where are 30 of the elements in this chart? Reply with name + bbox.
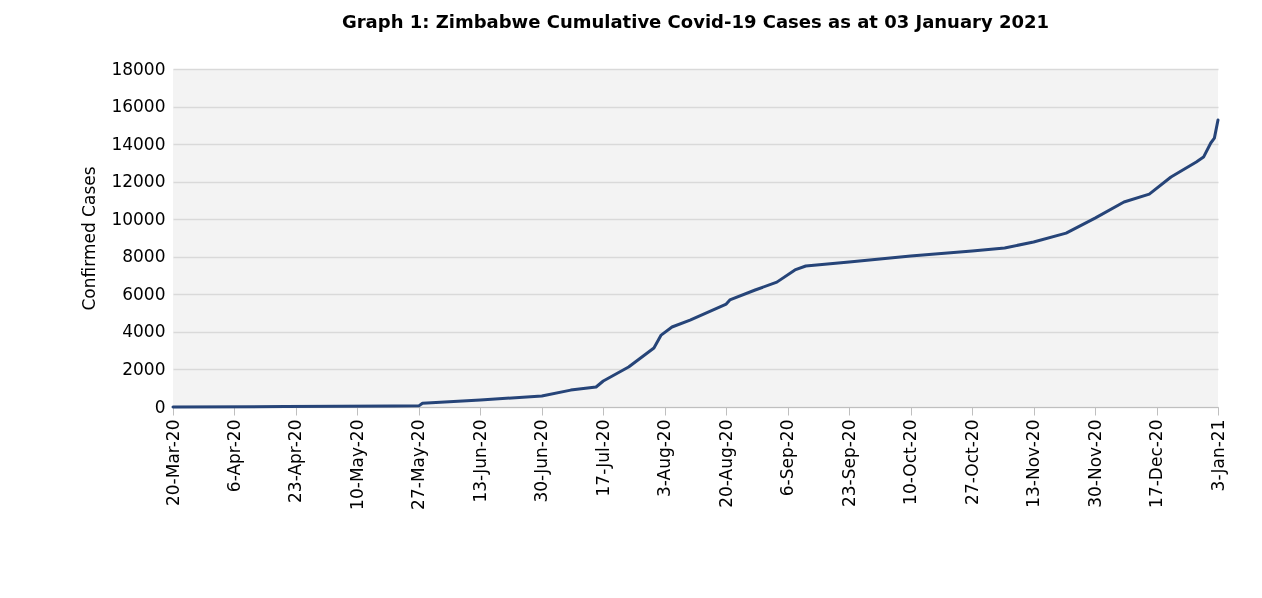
y-tick-label: 14000 [111, 133, 166, 154]
y-tick-label: 8000 [122, 246, 166, 267]
y-tick-label: 4000 [122, 321, 166, 342]
x-tick-label: 20-Aug-20 [715, 419, 736, 508]
x-tick-label: 10-May-20 [346, 419, 367, 510]
x-tick-label: 17-Jul-20 [592, 419, 613, 497]
x-tick-label: 23-Apr-20 [285, 419, 306, 503]
chart-title: Graph 1: Zimbabwe Cumulative Covid-19 Cases as at 03 January 2021 [341, 11, 1050, 32]
y-tick-label: 12000 [111, 171, 166, 192]
y-tick-label: 2000 [122, 358, 166, 379]
y-tick-label: 10000 [111, 208, 166, 229]
y-axis-title: Confirmed Cases [79, 166, 100, 311]
y-tick-label: 16000 [111, 96, 166, 117]
x-tick-label: 13-Nov-20 [1023, 419, 1044, 508]
x-tick-label: 17-Dec-20 [1146, 419, 1167, 508]
x-tick-label: 20-Mar-20 [162, 419, 183, 507]
x-tick-label: 27-May-20 [408, 419, 429, 510]
y-tick-label: 18000 [111, 58, 166, 79]
x-tick-label: 6-Apr-20 [223, 419, 244, 493]
x-tick-label: 3-Aug-20 [654, 419, 675, 498]
x-tick-label: 27-Oct-20 [961, 419, 982, 505]
x-tick-label: 6-Sep-20 [777, 419, 798, 497]
x-tick-label: 30-Jun-20 [531, 419, 552, 503]
x-tick-label: 23-Sep-20 [838, 419, 859, 508]
y-tick-label: 6000 [122, 283, 166, 304]
y-tick-label: 0 [154, 396, 166, 417]
x-tick-label: 3-Jan-21 [1207, 419, 1228, 492]
x-tick-label: 30-Nov-20 [1084, 419, 1105, 508]
x-tick-label: 10-Oct-20 [900, 419, 921, 505]
x-tick-label: 13-Jun-20 [469, 419, 490, 503]
